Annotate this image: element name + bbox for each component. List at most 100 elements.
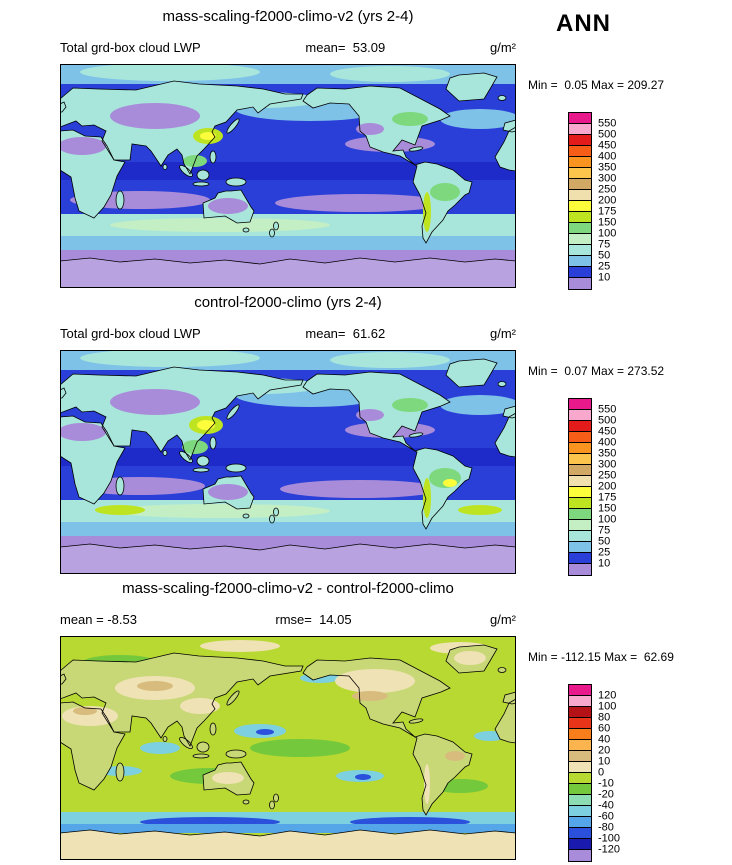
minmax-label: Min = 0.07 Max = 273.52 xyxy=(528,364,665,378)
units-label: g/m² xyxy=(489,326,516,341)
colorbar-box xyxy=(569,465,591,476)
colorbar-label: -120 xyxy=(598,843,621,856)
colorbar-box xyxy=(569,234,591,245)
panel-control-case: control-f2000-climo (yrs 2-4) Total grd-… xyxy=(0,292,732,576)
map-column: mass-scaling-f2000-climo-v2 - control-f2… xyxy=(60,578,516,860)
legend: Min = 0.07 Max = 273.52 550 500 450 400 350 3… xyxy=(528,364,728,578)
colorbar-box xyxy=(569,553,591,564)
colorbar-box xyxy=(569,806,591,817)
colorbar-box xyxy=(569,399,591,410)
colorbar-box xyxy=(569,113,591,124)
colorbar-label: 25 xyxy=(598,546,611,559)
colorbar-label: 550 xyxy=(598,117,617,130)
colorbar-box xyxy=(569,740,591,751)
colorbar-label: 40 xyxy=(598,733,611,746)
colorbar-label: 120 xyxy=(598,689,617,702)
colorbar-label: 250 xyxy=(598,469,617,482)
colorbar: 120 100 80 60 40 20 10 0 -10 -20 -40 -60 -80 -100 -120 xyxy=(568,684,728,864)
units-label: g/m² xyxy=(490,612,516,627)
panel-title: control-f2000-climo (yrs 2-4) xyxy=(194,294,382,311)
colorbar-box xyxy=(569,718,591,729)
colorbar-box xyxy=(569,179,591,190)
colorbar-box xyxy=(569,751,591,762)
global-lwp-difference-map xyxy=(60,636,516,860)
colorbar-label: -60 xyxy=(598,810,614,823)
global-lwp-map-test xyxy=(60,64,516,288)
colorbar-label: 350 xyxy=(598,447,617,460)
rmse-label: rmse= 14.05 xyxy=(275,612,352,627)
colorbar-label: 550 xyxy=(598,403,617,416)
colorbar-label: 150 xyxy=(598,216,617,229)
stats-row: Total grd-box cloud LWP mean= 61.62 g/m² xyxy=(60,326,516,341)
colorbar-label: 80 xyxy=(598,711,611,724)
variable-label: Total grd-box cloud LWP xyxy=(60,326,201,341)
colorbar-box xyxy=(569,784,591,795)
colorbar-box xyxy=(569,476,591,487)
colorbar-box xyxy=(569,839,591,850)
colorbar-box xyxy=(569,520,591,531)
colorbar-box xyxy=(569,256,591,267)
colorbar-box xyxy=(569,762,591,773)
colorbar: 550 500 450 400 350 300 250 200 175 150 100 75 50 25 1… xyxy=(568,112,728,292)
colorbar-box xyxy=(569,223,591,234)
colorbar-label: 10 xyxy=(598,557,611,570)
colorbar-box xyxy=(569,454,591,465)
colorbar-box xyxy=(569,245,591,256)
colorbar-label: 10 xyxy=(598,271,611,284)
colorbar-box xyxy=(569,146,591,157)
colorbar-label: 500 xyxy=(598,414,617,427)
colorbar-box xyxy=(569,828,591,839)
colorbar-box xyxy=(569,729,591,740)
colorbar-box xyxy=(569,531,591,542)
colorbar-box xyxy=(569,487,591,498)
colorbar-box xyxy=(569,817,591,828)
colorbar-label: -80 xyxy=(598,821,614,834)
colorbar-label: 175 xyxy=(598,491,617,504)
panel-difference: mass-scaling-f2000-climo-v2 - control-f2… xyxy=(0,578,732,862)
colorbar-label: 50 xyxy=(598,535,611,548)
panel-title: mass-scaling-f2000-climo-v2 (yrs 2-4) xyxy=(162,8,414,25)
colorbar-label: 25 xyxy=(598,260,611,273)
colorbar-label: 200 xyxy=(598,480,617,493)
colorbar-box xyxy=(569,432,591,443)
colorbar-box xyxy=(569,124,591,135)
colorbar-box xyxy=(569,421,591,432)
stats-row: Total grd-box cloud LWP mean= 53.09 g/m² xyxy=(60,40,516,55)
minmax-label: Min = -112.15 Max = 62.69 xyxy=(528,650,674,664)
colorbar-box xyxy=(569,157,591,168)
colorbar-box xyxy=(569,542,591,553)
colorbar-label: 500 xyxy=(598,128,617,141)
colorbar-boxes xyxy=(568,112,592,290)
colorbar-box xyxy=(569,509,591,520)
colorbar-box xyxy=(569,190,591,201)
colorbar-label: -20 xyxy=(598,788,614,801)
colorbar-label: -40 xyxy=(598,799,614,812)
colorbar-box xyxy=(569,443,591,454)
map-column: mass-scaling-f2000-climo-v2 (yrs 2-4) To… xyxy=(60,6,516,288)
colorbar-box xyxy=(569,267,591,278)
mean-label: mean= 61.62 xyxy=(305,326,386,341)
legend: Min = 0.05 Max = 209.27 550 500 450 400 350 3… xyxy=(528,78,728,292)
colorbar-label: 450 xyxy=(598,425,617,438)
colorbar-label: 250 xyxy=(598,183,617,196)
colorbar-box xyxy=(569,707,591,718)
colorbar-box xyxy=(569,135,591,146)
colorbar-label: 20 xyxy=(598,744,611,757)
map-column: control-f2000-climo (yrs 2-4) Total grd-… xyxy=(60,292,516,574)
mean-label: mean= 53.09 xyxy=(305,40,386,55)
colorbar-boxes xyxy=(568,398,592,576)
colorbar-box xyxy=(569,850,591,861)
colorbar-label: 350 xyxy=(598,161,617,174)
colorbar-box xyxy=(569,498,591,509)
colorbar-label: 175 xyxy=(598,205,617,218)
mean-label: mean = -8.53 xyxy=(60,612,137,627)
colorbar-box xyxy=(569,685,591,696)
colorbar-label: 75 xyxy=(598,238,611,251)
colorbar-box xyxy=(569,201,591,212)
colorbar-label: 100 xyxy=(598,227,617,240)
colorbar-label: 400 xyxy=(598,436,617,449)
colorbar-label: 0 xyxy=(598,766,605,779)
colorbar-box xyxy=(569,696,591,707)
season-label: ANN xyxy=(556,10,611,37)
